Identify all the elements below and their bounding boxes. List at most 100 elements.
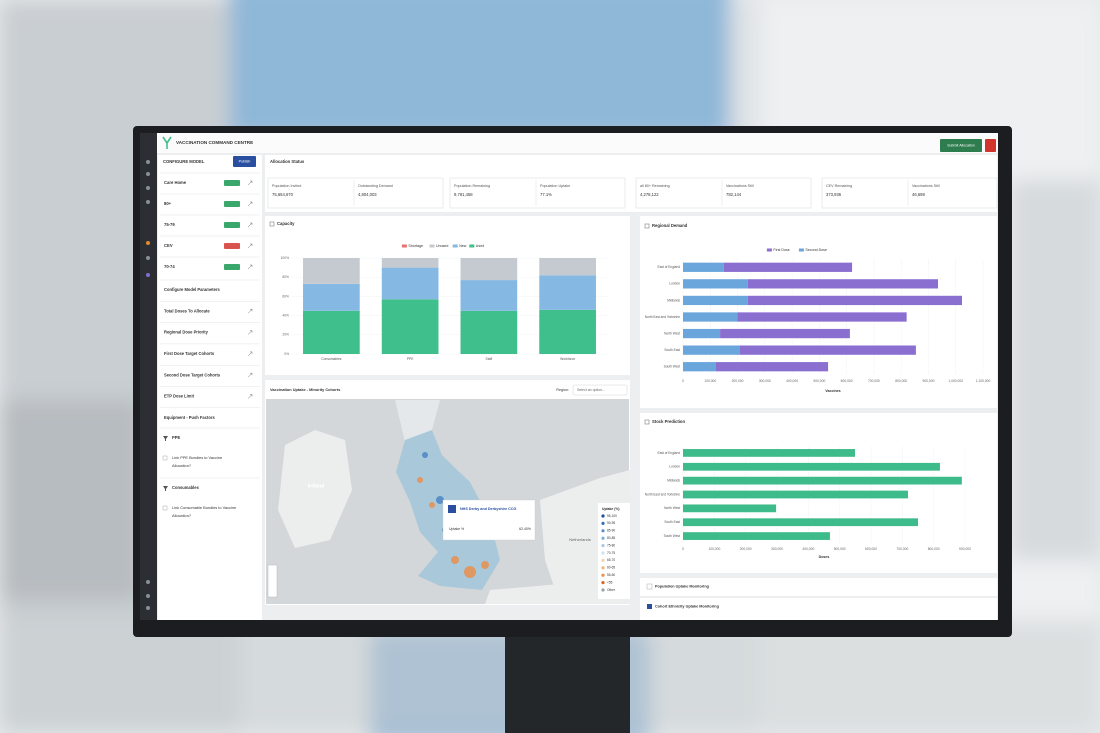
axis-label: Vaccines [825, 389, 840, 393]
bar [683, 504, 777, 513]
y-tick-label: South West [664, 534, 681, 538]
filter-label: Region: [556, 388, 569, 392]
cohort-label: 80+ [164, 201, 172, 206]
zoom-controls[interactable] [267, 564, 278, 598]
panel-icon [269, 221, 275, 227]
y-tick-label: North West [664, 506, 680, 510]
panel-title: Allocation Status [270, 159, 305, 164]
legend-label: 85-90 [607, 529, 615, 533]
x-tick-label: 0 [682, 547, 684, 551]
sidebar-item: Configure Model Parameters [164, 287, 220, 292]
x-tick-label: 300,000 [771, 547, 783, 551]
y-tick-label: North West [664, 331, 680, 335]
legend-swatch [429, 244, 435, 248]
legend-swatch [798, 248, 804, 252]
x-tick-label: 700,000 [896, 547, 908, 551]
legend-label: Second Dose [805, 248, 827, 252]
chart-title: Stock Prediction [652, 419, 685, 424]
close-button[interactable] [985, 139, 996, 152]
button-label: Submit Allocation [947, 143, 975, 147]
stat-label: Population Uptake [540, 184, 570, 188]
x-tick-label: 900,000 [922, 379, 934, 383]
stat-value: 373,936 [826, 192, 842, 197]
sidebar-item: ETP Dose Limit [164, 394, 195, 399]
bar [683, 362, 716, 372]
legend-swatch [601, 573, 605, 577]
legend-swatch [469, 244, 475, 248]
legend-label: 60-65 [607, 566, 615, 570]
x-tick-label: 500,000 [834, 547, 846, 551]
bar [381, 299, 439, 354]
bar [539, 258, 596, 276]
expand-icon [247, 201, 253, 207]
sidebar-item: Second Dose Target Cohorts [164, 372, 221, 377]
bar [737, 312, 907, 322]
bar [683, 462, 940, 471]
region-select[interactable] [572, 384, 628, 396]
map-land [485, 584, 560, 604]
bar [539, 309, 596, 354]
button-label: Publish [239, 159, 251, 163]
legend-label: 75-80 [607, 543, 615, 547]
expand-icon [247, 309, 253, 314]
legend-swatch [766, 248, 772, 252]
bar [381, 267, 439, 300]
bar [683, 312, 738, 322]
y-tick-label: 20% [282, 333, 289, 337]
bar [683, 328, 721, 339]
checkbox[interactable] [646, 583, 653, 590]
tooltip-title: NHS Derby and Derbyshire CCG [460, 507, 516, 511]
x-tick-label: 800,000 [895, 379, 907, 383]
monitoring-panel [640, 578, 997, 596]
submit-button[interactable] [940, 139, 982, 152]
logo [162, 136, 172, 149]
monitor-stand [505, 632, 630, 733]
stat-value: 9,781,458 [454, 192, 473, 197]
legend-label: 80-85 [607, 536, 615, 540]
y-tick-label: Midlands [667, 298, 680, 302]
bar [683, 518, 918, 527]
expand-icon [247, 243, 253, 249]
x-tick-label: 200,000 [732, 379, 744, 383]
sidebar-title: CONFIGURE MODEL [163, 159, 205, 164]
expand-icon [247, 372, 253, 378]
legend-label: First Dose [773, 248, 789, 252]
x-tick-label: Consumables [321, 357, 342, 361]
bar [683, 295, 748, 306]
expand-icon [247, 351, 253, 357]
x-tick-label: 1,100,000 [976, 379, 991, 383]
y-tick-label: North East and Yorkshire [645, 492, 680, 496]
bar [683, 262, 724, 272]
expand-icon [247, 330, 253, 335]
legend-swatch [601, 536, 605, 540]
rail-icons [146, 160, 150, 610]
checkbox[interactable] [647, 604, 652, 609]
legend-swatch [401, 244, 407, 248]
legend-swatch [601, 529, 605, 533]
y-tick-label: Midlands [667, 478, 680, 482]
y-tick-label: North East and Yorkshire [645, 315, 680, 319]
bar [723, 262, 853, 272]
y-tick-label: East of England [657, 265, 680, 269]
y-tick-label: 80% [282, 275, 289, 279]
x-tick-label: 500,000 [813, 379, 825, 383]
y-tick-label: South East [664, 348, 680, 352]
cohort-label: CEV [164, 243, 173, 248]
status-badge [224, 243, 240, 249]
legend-label: Other [607, 588, 616, 592]
bar [747, 295, 962, 306]
section-title: Cohort Ethnicity Uptake Monitoring [655, 605, 720, 609]
bar [720, 328, 850, 339]
legend-label: 95-100 [607, 514, 617, 518]
y-tick-label: 0% [284, 352, 289, 356]
legend-swatch [601, 588, 605, 592]
publish-button[interactable] [233, 156, 256, 167]
y-tick-label: London [669, 465, 680, 469]
stat-value: 4,804,003 [358, 192, 377, 197]
status-badge [224, 180, 240, 186]
status-badge [224, 201, 240, 207]
y-tick-label: London [669, 282, 680, 286]
filter-icon [163, 436, 168, 441]
legend-swatch [601, 544, 605, 548]
